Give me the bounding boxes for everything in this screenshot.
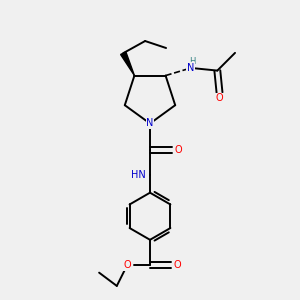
Text: HN: HN	[131, 170, 146, 180]
Polygon shape	[121, 52, 134, 76]
Text: O: O	[216, 93, 223, 103]
Text: O: O	[175, 145, 182, 155]
Text: N: N	[146, 118, 154, 128]
Text: O: O	[174, 260, 182, 270]
Text: H: H	[189, 57, 196, 66]
Text: N: N	[187, 63, 195, 73]
Text: O: O	[124, 260, 131, 270]
